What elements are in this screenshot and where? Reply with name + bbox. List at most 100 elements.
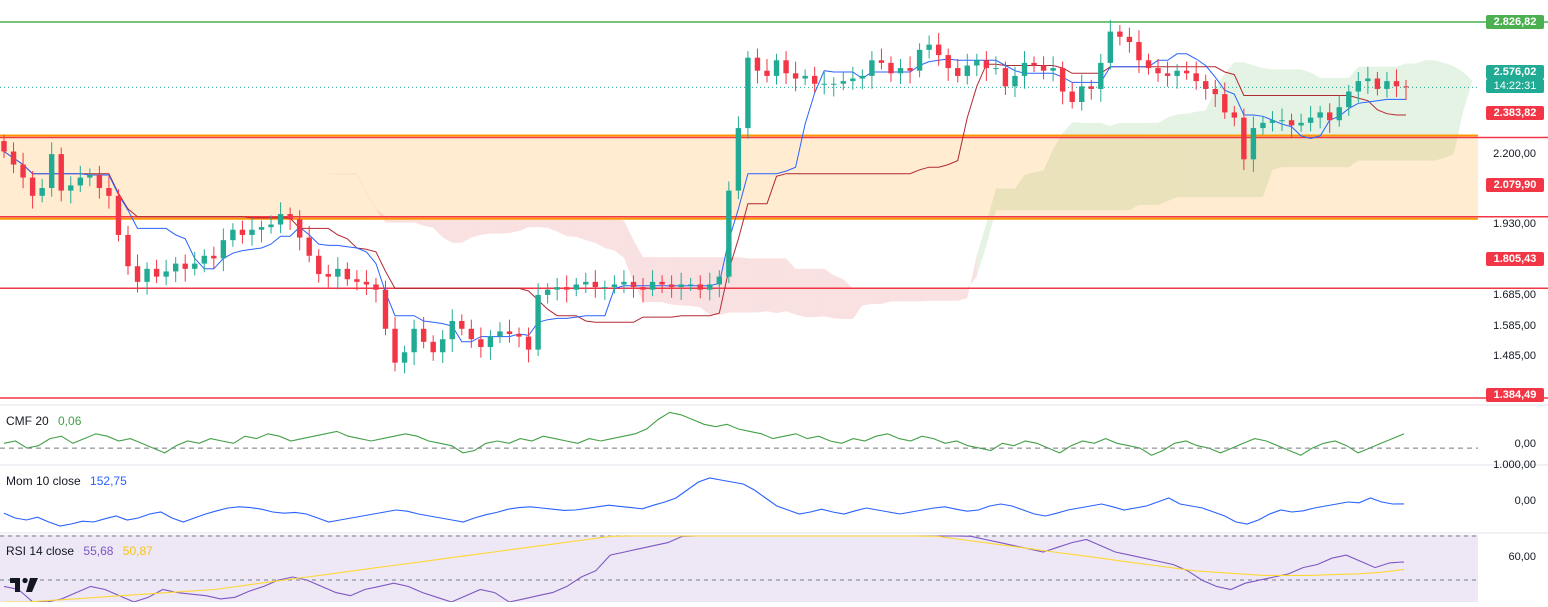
candle-body — [1174, 70, 1180, 76]
cloud-segment — [738, 257, 748, 313]
candle-body — [1136, 42, 1142, 61]
candle-body — [726, 190, 732, 277]
y-tick-label: 1.930,00 — [1493, 218, 1536, 230]
candle-body — [1079, 86, 1085, 102]
candle-body — [354, 279, 360, 282]
candle-body — [373, 284, 379, 290]
tradingview-logo-icon[interactable] — [8, 574, 40, 594]
cloud-segment — [1453, 66, 1464, 155]
candle-body — [745, 57, 751, 129]
candle-body — [420, 328, 427, 342]
horizontal-levels-layer — [0, 21, 1548, 399]
cloud-segment — [652, 257, 663, 303]
cmf-legend[interactable]: CMF 20 0,06 — [6, 414, 87, 428]
candle-body — [382, 289, 389, 329]
cloud-segment — [1081, 122, 1092, 211]
y-tick-label: 2.200,00 — [1493, 148, 1536, 160]
cloud-segment — [662, 257, 672, 305]
cloud-segment — [1234, 62, 1244, 198]
cloud-segment — [929, 288, 939, 301]
cmf-layer — [0, 411, 1478, 456]
candle-body — [468, 328, 475, 340]
cloud-segment — [442, 216, 453, 243]
candle-body — [1098, 62, 1104, 89]
candle-body — [1193, 73, 1199, 82]
y-tick-label: 1.485,00 — [1493, 350, 1536, 362]
cloud-segment — [957, 288, 968, 301]
momentum-line — [3, 477, 1405, 527]
cloud-segment — [786, 258, 796, 315]
candle-body — [1327, 112, 1333, 121]
candle-body — [754, 57, 761, 71]
candle-body — [68, 185, 74, 191]
candle-body — [325, 274, 331, 277]
cloud-segment — [1110, 122, 1120, 211]
cloud-segment — [833, 275, 844, 320]
mom-legend[interactable]: Mom 10 close 152,75 — [6, 474, 133, 488]
candle-body — [1336, 107, 1342, 121]
candle-body — [440, 339, 446, 353]
candle-body — [554, 287, 560, 290]
candle-body — [735, 128, 742, 191]
cloud-segment — [919, 288, 930, 302]
cloud-segment — [900, 288, 911, 302]
candle-body — [974, 60, 980, 66]
candle-body — [192, 263, 198, 269]
cloud-segment — [1091, 122, 1101, 211]
level-tag-1805: 1.805,43 — [1486, 252, 1544, 266]
cloud-segment — [890, 288, 901, 302]
candle-body — [878, 60, 885, 63]
candle-body — [525, 336, 532, 350]
candle-body — [897, 68, 904, 74]
rsi-legend-value: 55,68 — [83, 544, 114, 558]
candle-body — [783, 60, 789, 74]
candle-body — [1365, 78, 1371, 82]
candle-body — [211, 255, 217, 259]
candle-body — [20, 164, 26, 178]
cloud-segment — [1100, 122, 1111, 211]
candle-body — [1, 141, 7, 152]
rsi-layer — [0, 535, 1478, 603]
cloud-segment — [776, 258, 787, 314]
candle-body — [583, 281, 589, 285]
cloud-segment — [805, 268, 815, 318]
candle-body — [1393, 81, 1400, 87]
cloud-segment — [1024, 172, 1035, 211]
rsi-legend-ma-value: 50,87 — [122, 544, 153, 558]
candle-body — [344, 268, 351, 280]
cloud-segment — [1014, 174, 1025, 211]
cloud-segment — [1072, 122, 1082, 211]
cloud-segment — [1148, 122, 1159, 205]
cloud-segment — [1158, 117, 1168, 205]
candle-body — [48, 154, 55, 189]
cloud-segment — [480, 216, 491, 235]
cloud-segment — [452, 216, 462, 243]
candle-body — [287, 214, 293, 220]
rsi-legend-name: RSI 14 close — [6, 544, 75, 558]
mom-tick-label: 0,00 — [1514, 495, 1536, 507]
kijun-line — [3, 63, 1406, 323]
candle-body — [1260, 122, 1266, 129]
candle-body — [802, 75, 808, 79]
cloud-segment — [1186, 111, 1197, 198]
rsi-legend[interactable]: RSI 14 close 55,68 50,87 — [6, 544, 159, 558]
cloud-segment — [1320, 77, 1330, 168]
candle-body — [29, 177, 36, 196]
cloud-segment — [871, 288, 882, 305]
candle-body — [1374, 78, 1381, 89]
last-price-tag: 2.576,02 — [1486, 65, 1544, 79]
candle-body — [630, 281, 637, 288]
cloud-segment — [1043, 148, 1054, 211]
candle-body — [1317, 112, 1323, 118]
candle-body — [859, 75, 866, 79]
candle-body — [115, 195, 122, 235]
candle-body — [1031, 62, 1037, 66]
cloud-segment — [337, 173, 348, 175]
candle-body — [268, 224, 274, 228]
cloud-segment — [757, 258, 767, 313]
candle-body — [411, 328, 417, 353]
candle-body — [96, 174, 103, 189]
cloud-segment — [681, 257, 691, 306]
